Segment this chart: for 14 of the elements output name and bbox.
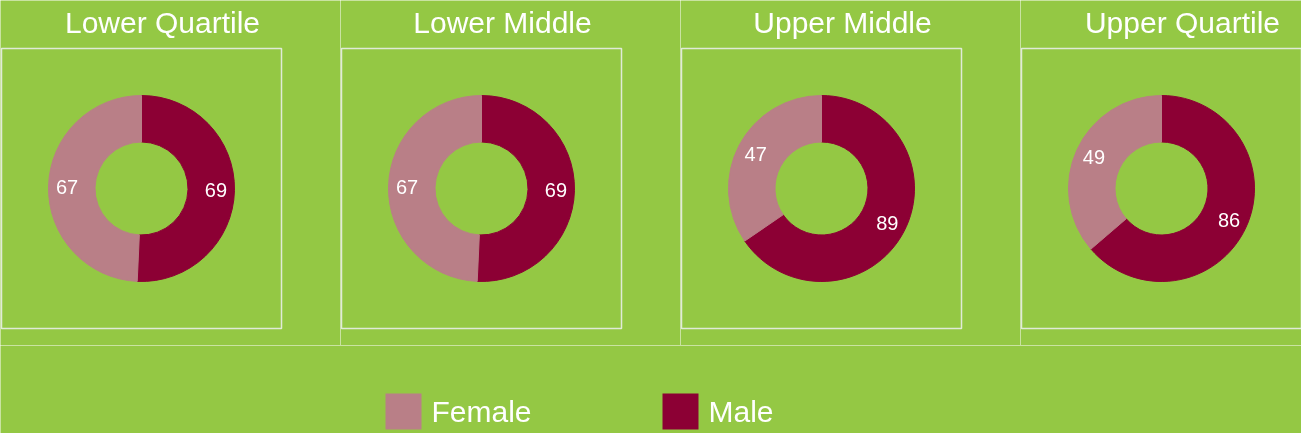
data-label: 69 bbox=[204, 179, 228, 202]
legend-label: Female bbox=[431, 395, 532, 428]
chart-title: Upper Quartile bbox=[1084, 6, 1281, 39]
legend-label: Male bbox=[708, 395, 774, 428]
data-label: 49 bbox=[1082, 146, 1106, 169]
chart-title: Lower Middle bbox=[413, 6, 592, 39]
data-label: 47 bbox=[744, 142, 767, 165]
data-label: 67 bbox=[56, 175, 79, 198]
data-label: 69 bbox=[544, 179, 568, 202]
chart-title: Lower Quartile bbox=[64, 6, 261, 39]
data-label: 86 bbox=[1217, 208, 1241, 231]
chart-title: Upper Middle bbox=[753, 6, 932, 39]
data-label: 89 bbox=[876, 212, 899, 235]
data-label: 67 bbox=[396, 175, 419, 198]
